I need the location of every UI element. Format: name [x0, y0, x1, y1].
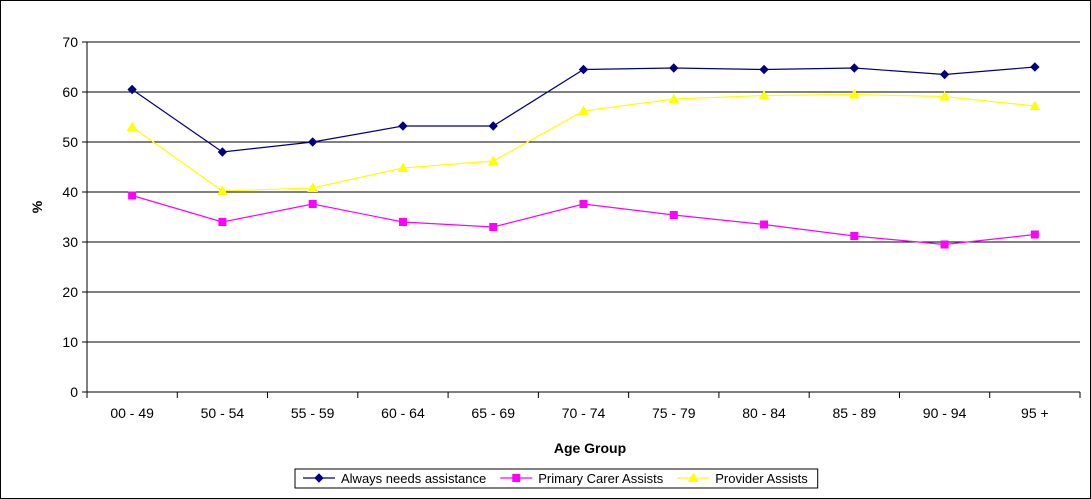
series-1-point-0 [128, 191, 137, 200]
plot-area [87, 42, 1080, 392]
legend-marker-1 [512, 474, 521, 482]
series-0-point-8 [849, 63, 860, 73]
legend-marker-0 [314, 473, 324, 483]
x-tick-label-1: 50 - 54 [201, 405, 245, 421]
series-0-point-6 [669, 63, 679, 73]
y-tick-label-3: 30 [62, 234, 78, 250]
series-1-point-8 [850, 232, 859, 240]
y-tick-label-2: 20 [62, 284, 78, 300]
series-0-point-7 [759, 64, 769, 75]
x-tick-label-4: 65 - 69 [471, 405, 515, 421]
legend-label-2: Provider Assists [715, 471, 808, 486]
x-tick-label-0: 00 - 49 [110, 405, 154, 421]
y-tick-label-0: 0 [70, 384, 78, 400]
series-1-point-3 [398, 218, 407, 226]
axes [86, 42, 1081, 398]
legend-label-0: Always needs assistance [341, 471, 486, 486]
x-tick-labels: 00 - 49 50 - 54 55 - 59 60 - 64 65 - 69 70 - … [110, 405, 1048, 421]
series-2-point-0 [126, 121, 138, 131]
series-0-point-5 [578, 64, 589, 75]
x-tick-label-6: 75 - 79 [652, 405, 696, 421]
series-2-point-8 [848, 88, 860, 99]
series-1-point-7 [760, 220, 769, 229]
series-1-point-10 [1030, 230, 1039, 239]
x-tick-label-10: 95 + [1021, 405, 1049, 421]
legend-marker-2 [687, 472, 699, 482]
series-2-point-2 [307, 182, 319, 192]
x-tick-label-9: 90 - 94 [923, 405, 967, 421]
series-2-point-7 [758, 89, 770, 100]
series-1-point-4 [489, 223, 498, 231]
x-tick-label-2: 55 - 59 [291, 405, 335, 421]
series-1 [128, 191, 1039, 249]
y-tick-label-7: 70 [62, 34, 78, 50]
series-2-point-3 [397, 162, 409, 172]
y-tick-label-1: 10 [62, 334, 78, 350]
series-1-point-1 [218, 218, 227, 226]
series-1-point-6 [669, 211, 678, 219]
series-2-point-10 [1029, 100, 1041, 110]
y-axis-label: % [29, 200, 45, 213]
legend-frame [294, 468, 819, 489]
legend-label-1: Primary Carer Assists [538, 471, 663, 486]
x-axis-label: Age Group [554, 440, 626, 456]
x-tick-label-5: 70 - 74 [562, 405, 606, 421]
series-0-point-2 [307, 137, 318, 147]
series-0-point-4 [488, 121, 498, 131]
series-2-point-9 [939, 90, 950, 101]
series-1-point-2 [308, 200, 317, 208]
y-tick-labels: 0 10 20 30 40 50 60 70 [62, 34, 78, 400]
x-tick-label-8: 85 - 89 [833, 405, 877, 421]
series-0-point-3 [398, 121, 408, 131]
x-tick-label-7: 80 - 84 [742, 405, 786, 421]
y-tick-label-6: 60 [62, 84, 78, 100]
plot-background [87, 42, 1080, 392]
legend-item-0: Always needs assistance [303, 471, 486, 486]
y-tick-label-5: 50 [62, 134, 78, 150]
y-tick-label-4: 40 [62, 184, 78, 200]
series-0-point-10 [1030, 62, 1040, 72]
series-0-point-0 [127, 84, 137, 95]
series-2-point-5 [578, 105, 589, 115]
series-0-point-9 [939, 69, 950, 80]
series-2-point-6 [668, 93, 680, 103]
series-2-point-1 [217, 185, 228, 195]
x-tick-label-3: 60 - 64 [381, 405, 425, 421]
series-lines [126, 62, 1041, 249]
series-1-point-9 [940, 240, 949, 249]
legend: Always needs assistance Primary Carer Ass… [294, 468, 819, 489]
series-1-point-5 [579, 200, 588, 208]
legend-item-2: Provider Assists [677, 471, 808, 486]
series-2 [126, 88, 1041, 195]
series-0 [127, 62, 1040, 157]
series-2-point-4 [487, 155, 499, 165]
series-0-point-1 [217, 147, 228, 157]
legend-item-1: Primary Carer Assists [500, 471, 664, 486]
